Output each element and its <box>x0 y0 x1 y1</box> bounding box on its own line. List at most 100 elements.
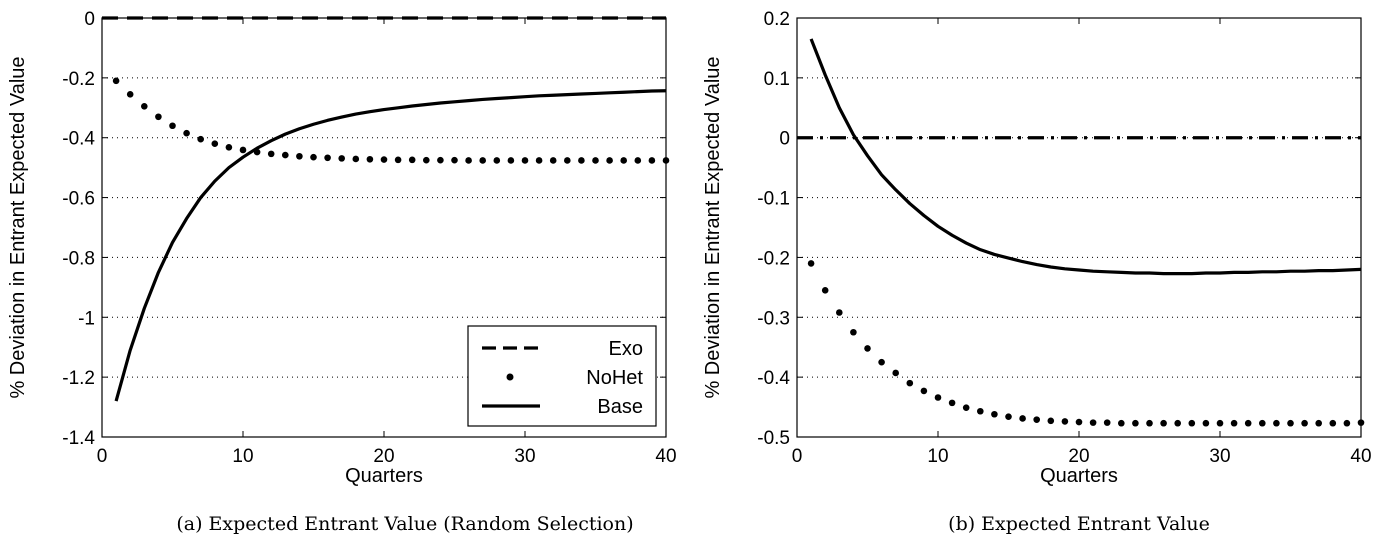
plot-frame <box>101 17 667 438</box>
data-point-nohet <box>920 387 928 395</box>
figure-caption: (b) Expected Entrant Value <box>948 513 1210 535</box>
x-tick-label: 40 <box>655 446 676 467</box>
data-point-nohet <box>962 404 970 411</box>
data-point-nohet <box>1216 419 1224 427</box>
y-axis-label: % Deviation in Entrant Expected Value <box>7 56 29 398</box>
data-point-nohet <box>112 77 120 85</box>
x-tick-label: 0 <box>97 446 108 467</box>
data-point-nohet <box>211 140 219 147</box>
data-point-nohet <box>991 410 998 418</box>
data-point-nohet <box>1019 415 1026 422</box>
data-point-nohet <box>169 122 176 130</box>
data-point-nohet <box>465 157 472 164</box>
legend-label-base: Base <box>597 396 643 418</box>
legend-box <box>467 325 657 427</box>
series-line-base <box>809 38 1361 276</box>
data-point-nohet <box>906 379 914 387</box>
data-point-nohet <box>352 155 360 163</box>
data-point-nohet <box>850 328 857 336</box>
legend: Exo NoHet Base <box>467 325 657 427</box>
data-point-nohet <box>380 156 388 163</box>
data-point-nohet <box>1301 419 1308 427</box>
x-tick-label: 30 <box>514 446 535 467</box>
y-tick-label: -0.3 <box>757 308 790 329</box>
data-point-nohet <box>225 143 233 151</box>
x-tick-label: 30 <box>1209 446 1230 467</box>
y-tick-label: -0.8 <box>62 248 95 269</box>
y-tick-label: -0.1 <box>757 189 790 210</box>
data-point-nohet <box>1188 419 1196 427</box>
data-point-nohet <box>408 156 416 164</box>
y-tick-label: -1.4 <box>62 428 95 449</box>
x-tick-label: 10 <box>232 446 253 467</box>
data-point-nohet <box>1202 419 1210 427</box>
data-point-nohet <box>1259 419 1266 427</box>
data-point-nohet <box>1047 417 1055 425</box>
data-point-nohet <box>239 146 247 154</box>
data-point-nohet <box>892 369 899 377</box>
y-tick-label: -0.2 <box>757 248 790 269</box>
data-point-nohet <box>1230 419 1238 427</box>
data-point-nohet <box>324 154 331 162</box>
data-point-nohet <box>155 113 162 121</box>
data-point-nohet <box>606 157 613 164</box>
y-axis-label: % Deviation in Entrant Expected Value <box>702 56 724 398</box>
data-point-nohet <box>1005 413 1012 420</box>
y-tick-label: 0.2 <box>764 9 790 30</box>
x-tick-label: 40 <box>1350 446 1371 467</box>
data-point-nohet <box>864 345 871 352</box>
x-tick-label: 0 <box>792 446 803 467</box>
data-point-nohet <box>394 156 402 164</box>
data-point-nohet <box>267 150 275 158</box>
data-point-nohet <box>338 155 346 162</box>
data-point-nohet <box>1273 419 1280 427</box>
data-point-nohet <box>1033 416 1040 423</box>
y-tick-label: -0.2 <box>62 69 95 90</box>
data-point-nohet <box>564 157 571 164</box>
data-point-nohet <box>535 157 543 164</box>
data-point-nohet <box>878 358 885 366</box>
chart-panel-b: 0.20.10-0.1-0.2-0.3-0.4-0.50 10 20 30 40Quar… <box>702 9 1372 535</box>
data-point-nohet <box>1103 419 1111 426</box>
data-point-nohet <box>549 157 557 164</box>
legend-label-exo: Exo <box>609 338 643 360</box>
data-point-nohet <box>648 157 656 164</box>
data-point-nohet <box>836 309 843 316</box>
data-point-nohet <box>934 394 942 401</box>
data-point-nohet <box>634 157 642 164</box>
data-point-nohet <box>521 157 529 164</box>
data-point-nohet <box>507 157 515 164</box>
data-point-nohet <box>423 156 430 164</box>
figure-caption: (a) Expected Entrant Value (Random Selec… <box>176 513 633 535</box>
plot-frame <box>796 17 1362 438</box>
data-point-nohet <box>948 399 956 407</box>
data-point-nohet <box>1132 419 1139 427</box>
data-point-nohet <box>141 102 148 110</box>
data-point-nohet <box>310 153 317 161</box>
y-tick-label: -0.5 <box>757 428 790 449</box>
data-point-nohet <box>1160 419 1167 427</box>
data-point-nohet <box>1244 419 1252 427</box>
x-tick-label: 10 <box>927 446 948 467</box>
series-line-base <box>114 89 666 402</box>
data-point-nohet <box>197 135 204 143</box>
data-point-nohet <box>1343 419 1351 427</box>
y-tick-label: 0 <box>779 129 790 150</box>
data-point-nohet <box>126 91 134 98</box>
data-point-nohet <box>366 155 374 163</box>
y-tick-label: 0.1 <box>764 69 790 90</box>
data-point-nohet <box>1315 419 1322 427</box>
x-axis-label: Quarters <box>1040 465 1118 487</box>
x-tick-label: 20 <box>1068 446 1089 467</box>
y-tick-label: -0.4 <box>62 129 95 150</box>
data-point-nohet <box>807 260 815 267</box>
legend-marker-nohet <box>506 373 514 381</box>
data-point-nohet <box>821 287 829 294</box>
data-point-nohet <box>1075 418 1083 426</box>
series-nohet <box>112 77 670 164</box>
data-point-nohet <box>437 156 444 164</box>
data-point-nohet <box>578 157 585 164</box>
data-point-nohet <box>1146 419 1153 427</box>
data-point-nohet <box>1061 418 1069 425</box>
